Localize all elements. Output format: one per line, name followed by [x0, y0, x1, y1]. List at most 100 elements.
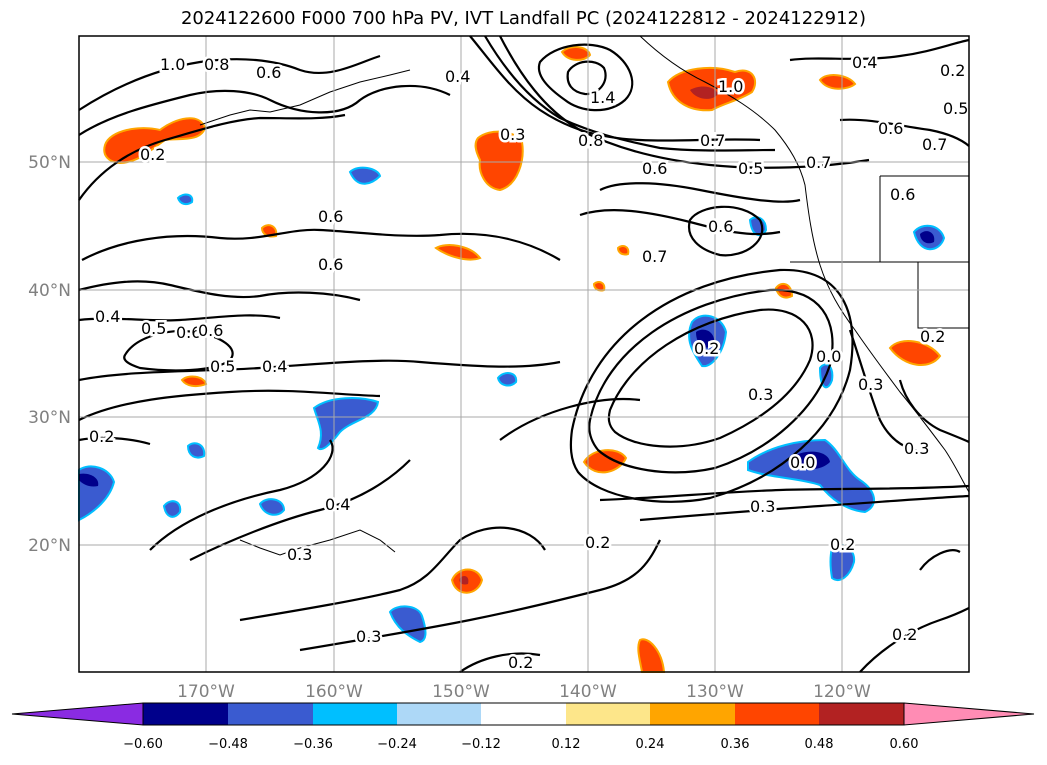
- contour-label: 0.4: [445, 67, 470, 86]
- anomaly-core: [920, 231, 935, 244]
- anomaly-patch: [582, 449, 628, 474]
- colorbar-segment: [313, 703, 397, 725]
- lon-label-140w: 140°W: [559, 682, 617, 702]
- contour-line: [639, 494, 970, 522]
- contour-label: 0.6: [318, 255, 343, 274]
- contour-line: [459, 652, 541, 673]
- contour-label: 0.5: [943, 99, 968, 118]
- contour-label: 0.0: [816, 347, 841, 366]
- lon-label-170w: 170°W: [177, 682, 235, 702]
- contour-label: 0.7: [922, 135, 947, 154]
- contour-line: [78, 389, 381, 421]
- contour-label: 1.4: [590, 88, 615, 107]
- contour-label: 0.6: [198, 321, 223, 340]
- contour-label: 0.4: [262, 357, 287, 376]
- hawaii-islands: [239, 529, 396, 556]
- latitude-labels: 50°N 40°N 30°N 20°N: [28, 153, 71, 556]
- contour-label: 0.7: [806, 153, 831, 172]
- contour-label: 0.7: [642, 247, 667, 266]
- contour-label: 0.6: [708, 217, 733, 236]
- lat-label-50n: 50°N: [28, 153, 71, 173]
- contour-label: 0.6: [890, 185, 915, 204]
- colorbar-tick: 0.36: [721, 737, 750, 752]
- colorbar-max-extend: [903, 702, 1035, 726]
- contour-label: 0.2: [940, 61, 965, 80]
- contour-label: 0.2: [694, 339, 719, 358]
- contour-label: 0.2: [585, 533, 610, 552]
- contour-label-layer: 1.0 0.8 0.6 0.4 0.3 1.4 0.8 0.6 0.7 1.0 …: [87, 51, 971, 675]
- contour-label: 0.2: [140, 145, 165, 164]
- anomaly-patch: [388, 605, 427, 644]
- anomaly-patch: [176, 193, 194, 206]
- colorbar-segment: [228, 703, 313, 725]
- contour-label: 0.3: [748, 385, 773, 404]
- contour-label: 1.0: [160, 55, 185, 74]
- coastline-north-america: [639, 35, 970, 493]
- colorbar: −0.60 −0.48 −0.36 −0.24 −0.12 0.12 0.24 …: [11, 702, 1035, 752]
- colorbar-tick: 0.12: [552, 737, 581, 752]
- contour-line: [499, 397, 641, 441]
- contour-line: [898, 379, 970, 443]
- contour-line: [687, 205, 764, 257]
- anomaly-patch: [474, 130, 524, 192]
- colorbar-tick: −0.24: [377, 737, 417, 752]
- map-frame: [78, 35, 970, 673]
- anomaly-patch: [312, 397, 380, 451]
- aleutian-islands: [199, 69, 411, 126]
- colorbar-segment: [735, 703, 819, 725]
- contour-line: [239, 526, 546, 622]
- colorbar-tick: −0.12: [461, 737, 501, 752]
- colorbar-segment: [566, 703, 650, 725]
- contour-line: [78, 359, 561, 382]
- contour-line: [859, 607, 970, 673]
- contour-line: [81, 228, 561, 261]
- contour-line: [537, 43, 634, 112]
- contour-label: 0.7: [700, 131, 725, 150]
- anomaly-patch: [560, 46, 592, 61]
- contour-line: [78, 84, 451, 136]
- contour-label: 0.2: [89, 427, 114, 446]
- contour-label: 0.6: [256, 63, 281, 82]
- colorbar-segment: [397, 703, 481, 725]
- contour-line: [599, 182, 801, 203]
- anomaly-patch: [186, 442, 206, 459]
- contour-line: [299, 539, 661, 652]
- lon-label-150w: 150°W: [432, 682, 490, 702]
- contour-line: [566, 60, 607, 96]
- anomaly-patch: [496, 372, 518, 387]
- anomaly-patch: [616, 245, 630, 256]
- anomaly-patch: [258, 498, 286, 516]
- contour-line: [78, 280, 361, 302]
- contour-line: [607, 308, 814, 448]
- contour-label: 0.6: [642, 159, 667, 178]
- lon-label-160w: 160°W: [305, 682, 363, 702]
- anomaly-patch: [818, 74, 857, 90]
- contour-label: 0.5: [210, 357, 235, 376]
- contour-label: 0.3: [356, 627, 381, 646]
- contour-line: [78, 436, 151, 446]
- contour-label: 0.5: [738, 159, 763, 178]
- contour-label: 0.6: [318, 207, 343, 226]
- anomaly-core: [79, 473, 99, 487]
- contour-label: 0.3: [500, 125, 525, 144]
- contour-line: [569, 268, 854, 503]
- colorbar-outline: [142, 702, 905, 726]
- colorbar-segment: [819, 703, 904, 725]
- contour-label: 0.2: [830, 535, 855, 554]
- contour-label: 0.2: [508, 653, 533, 672]
- contour-line: [469, 35, 761, 142]
- contour-line: [499, 35, 870, 169]
- contour-label: 0.2: [920, 327, 945, 346]
- positive-anomaly-patches: [103, 46, 942, 673]
- lon-label-120w: 120°W: [813, 682, 871, 702]
- anomaly-core: [690, 86, 718, 99]
- contour-label: 0.4: [325, 495, 350, 514]
- contour-label: 1.0: [718, 77, 743, 96]
- contour-label: 0.3: [858, 375, 883, 394]
- graticule: [79, 36, 969, 672]
- map-title: 2024122600 F000 700 hPa PV, IVT Landfall…: [180, 8, 867, 29]
- contour-label: 0.3: [750, 497, 775, 516]
- contour-label: 0.3: [904, 439, 929, 458]
- colorbar-tick: −0.60: [123, 737, 163, 752]
